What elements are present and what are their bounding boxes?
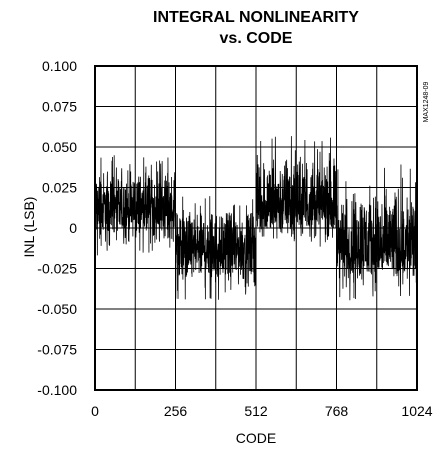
- y-tick-label: 0.025: [42, 180, 77, 196]
- chart-subtitle: vs. CODE: [220, 30, 293, 47]
- x-tick-label: 1024: [401, 403, 432, 419]
- y-tick-label: -0.100: [37, 382, 77, 398]
- x-tick-label: 256: [164, 403, 188, 419]
- plot-frame: [94, 65, 418, 391]
- x-tick-label: 768: [325, 403, 349, 419]
- y-tick-label: -0.025: [37, 261, 77, 277]
- x-tick-labels: 0 256 512 768 1024: [91, 403, 433, 419]
- y-tick-label: -0.075: [37, 342, 77, 358]
- figure-id: MAX1248-09: [423, 81, 430, 122]
- y-tick-label: 0: [69, 220, 77, 236]
- x-axis-label: CODE: [236, 430, 276, 446]
- x-tick-label: 512: [244, 403, 268, 419]
- y-tick-labels: 0.100 0.075 0.050 0.025 0 -0.025 -0.050 -0.075 -…: [37, 58, 77, 398]
- chart-title: INTEGRAL NONLINEARITY: [153, 9, 359, 26]
- y-tick-label: 0.075: [42, 99, 77, 115]
- x-tick-label: 0: [91, 403, 99, 419]
- y-tick-label: 0.050: [42, 139, 77, 155]
- inl-trace: [94, 136, 418, 301]
- inl-series-line: [94, 136, 418, 301]
- y-axis-label: INL (LSB): [21, 197, 37, 258]
- y-tick-label: 0.100: [42, 58, 77, 74]
- y-tick-label: -0.050: [37, 301, 77, 317]
